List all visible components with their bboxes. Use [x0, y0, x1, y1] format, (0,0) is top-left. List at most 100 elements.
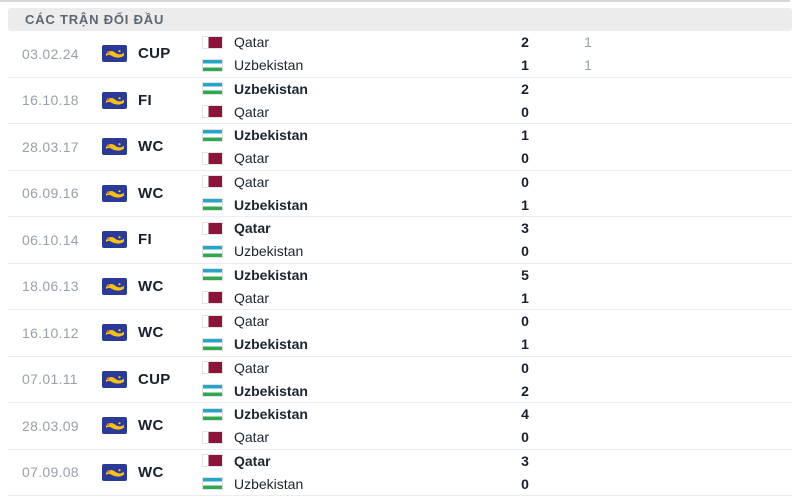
team-line: Qatar 0 — [202, 427, 616, 447]
team-score: 2 — [521, 34, 529, 51]
team-lines: Qatar 3 Uzbekistan 0 — [202, 218, 616, 261]
team-line: Uzbekistan 1 — [202, 195, 616, 215]
qatar-flag-icon — [202, 454, 223, 468]
team-line: Qatar 0 — [202, 172, 616, 192]
competition: WC — [102, 277, 202, 295]
team-lines: Qatar 0 Uzbekistan 2 — [202, 358, 616, 401]
competition-code: FI — [138, 231, 152, 249]
team-line: Uzbekistan 4 — [202, 404, 616, 424]
competition-code: WC — [138, 324, 164, 342]
team-score: 0 — [521, 173, 529, 190]
team-line: Qatar 0 — [202, 311, 616, 331]
afc-confederation-icon — [102, 463, 127, 481]
uzbekistan-flag-icon — [202, 337, 223, 351]
match-row[interactable]: 07.01.11 CUP Qatar 0 Uzbekistan — [8, 357, 792, 403]
uzbekistan-flag-icon — [202, 384, 223, 398]
team-line: Uzbekistan 0 — [202, 474, 616, 494]
match-row[interactable]: 18.06.13 WC Uzbekistan 5 Qatar — [8, 264, 792, 310]
team-line: Qatar 0 — [202, 358, 616, 378]
qatar-flag-icon — [202, 151, 223, 165]
team-line: Qatar 0 — [202, 102, 616, 122]
competition-code: WC — [138, 417, 164, 435]
uzbekistan-flag-icon — [202, 477, 223, 491]
afc-confederation-icon — [102, 417, 127, 435]
match-date: 07.01.11 — [22, 371, 78, 388]
afc-confederation-icon — [102, 45, 127, 63]
qatar-flag-icon — [202, 175, 223, 189]
team-score: 1 — [521, 127, 529, 144]
team-line: Uzbekistan 2 — [202, 79, 616, 99]
team-secondary-score: 1 — [584, 57, 592, 74]
competition: WC — [102, 417, 202, 435]
match-row[interactable]: 03.02.24 CUP Qatar 2 1 Uzbekista — [8, 31, 792, 78]
competition-code: WC — [138, 463, 164, 481]
afc-confederation-icon — [102, 370, 127, 388]
team-name: Uzbekistan — [234, 127, 308, 144]
team-line: Qatar 3 — [202, 218, 616, 238]
team-name: Qatar — [234, 359, 270, 376]
team-name: Qatar — [234, 150, 270, 167]
competition: WC — [102, 463, 202, 481]
team-score: 2 — [521, 382, 529, 399]
team-name: Uzbekistan — [234, 196, 308, 213]
team-score: 2 — [521, 80, 529, 97]
uzbekistan-flag-icon — [202, 244, 223, 258]
team-score: 1 — [521, 289, 529, 306]
match-date: 06.10.14 — [22, 231, 79, 248]
afc-confederation-icon — [102, 91, 127, 109]
competition-code: CUP — [138, 45, 171, 63]
team-name: Qatar — [234, 452, 271, 469]
qatar-flag-icon — [202, 105, 223, 119]
team-lines: Uzbekistan 5 Qatar 1 — [202, 265, 616, 308]
team-lines: Qatar 0 Uzbekistan 1 — [202, 172, 616, 215]
match-row[interactable]: 16.10.12 WC Qatar 0 Uzbekistan — [8, 310, 792, 357]
team-score: 4 — [521, 406, 529, 423]
match-row[interactable]: 28.03.09 WC Uzbekistan 4 Qatar — [8, 403, 792, 450]
qatar-flag-icon — [202, 35, 223, 49]
top-divider — [0, 0, 790, 2]
team-line: Uzbekistan 1 — [202, 334, 616, 354]
team-name: Uzbekistan — [234, 406, 308, 423]
team-name: Qatar — [234, 220, 271, 237]
team-line: Uzbekistan 2 — [202, 381, 616, 401]
match-row[interactable]: 28.03.17 WC Uzbekistan 1 Qatar — [8, 124, 792, 171]
team-lines: Qatar 2 1 Uzbekistan 1 1 — [202, 32, 616, 75]
section-title: CÁC TRẬN ĐỐI ĐẦU — [25, 12, 165, 27]
uzbekistan-flag-icon — [202, 407, 223, 421]
competition-code: FI — [138, 91, 152, 109]
team-score: 0 — [521, 150, 529, 167]
team-score: 0 — [521, 103, 529, 120]
team-lines: Uzbekistan 1 Qatar 0 — [202, 125, 616, 168]
competition-code: WC — [138, 138, 164, 156]
team-line: Uzbekistan 1 — [202, 125, 616, 145]
team-score: 3 — [521, 452, 529, 469]
match-row[interactable]: 16.10.18 FI Uzbekistan 2 Qatar — [8, 78, 792, 124]
match-row[interactable]: 07.09.08 WC Qatar 3 Uzbekistan — [8, 450, 792, 496]
team-name: Uzbekistan — [234, 475, 304, 492]
match-date: 03.02.24 — [22, 45, 79, 62]
team-score: 0 — [521, 475, 529, 492]
team-line: Qatar 3 — [202, 451, 616, 471]
team-lines: Uzbekistan 4 Qatar 0 — [202, 404, 616, 447]
team-score: 0 — [521, 313, 529, 330]
match-row[interactable]: 06.10.14 FI Qatar 3 Uzbekistan — [8, 217, 792, 264]
competition-code: WC — [138, 277, 164, 295]
team-name: Uzbekistan — [234, 266, 308, 283]
team-score: 1 — [521, 336, 529, 353]
competition: FI — [102, 91, 202, 109]
team-lines: Qatar 3 Uzbekistan 0 — [202, 451, 616, 494]
match-row[interactable]: 06.09.16 WC Qatar 0 Uzbekistan — [8, 171, 792, 217]
afc-confederation-icon — [102, 324, 127, 342]
afc-confederation-icon — [102, 231, 127, 249]
afc-confederation-icon — [102, 184, 127, 202]
team-secondary-score: 1 — [584, 34, 592, 51]
qatar-flag-icon — [202, 221, 223, 235]
match-date: 16.10.18 — [22, 92, 79, 109]
competition: CUP — [102, 370, 202, 388]
team-line: Qatar 1 — [202, 288, 616, 308]
competition: FI — [102, 231, 202, 249]
competition-code: WC — [138, 184, 164, 202]
competition: WC — [102, 138, 202, 156]
qatar-flag-icon — [202, 430, 223, 444]
team-lines: Qatar 0 Uzbekistan 1 — [202, 311, 616, 354]
